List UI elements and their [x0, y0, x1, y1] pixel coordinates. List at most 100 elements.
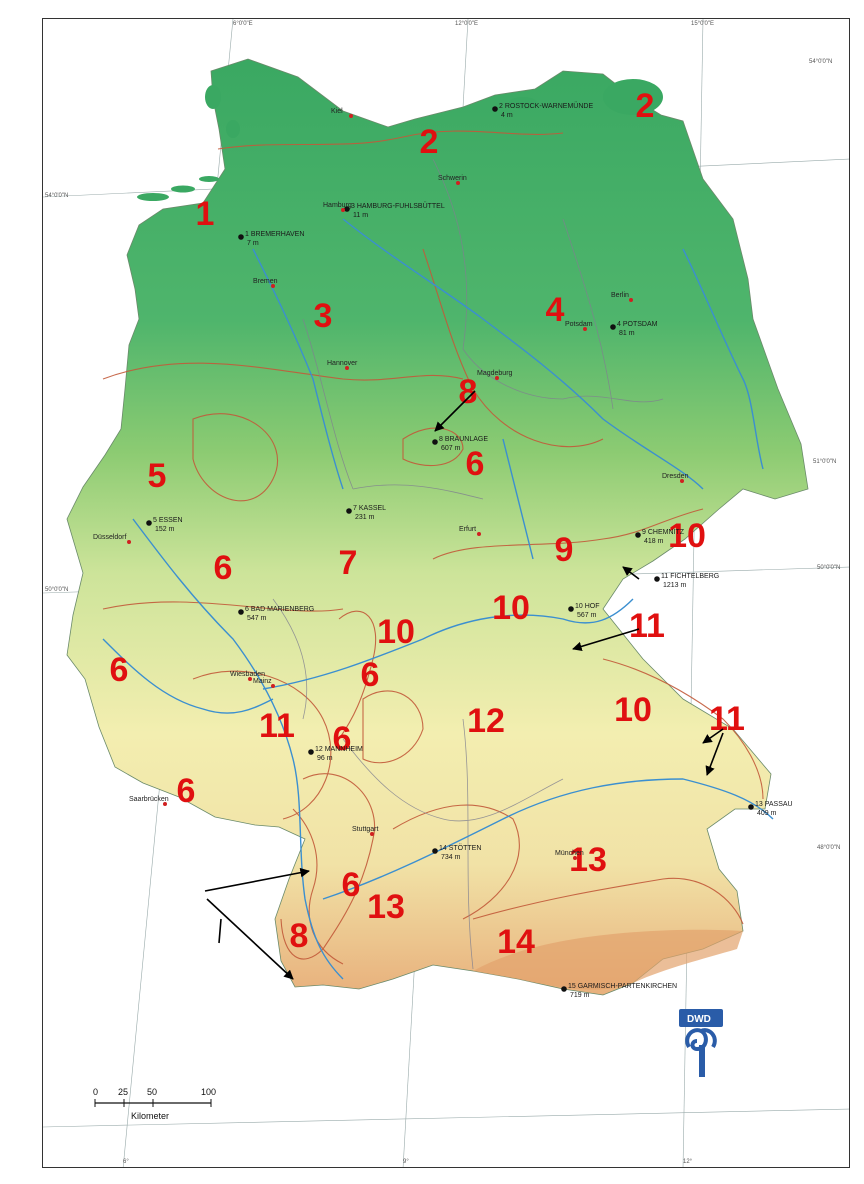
station-13: 13 PASSAU 409 m: [748, 801, 793, 817]
station-name: 4 POTSDAM: [617, 321, 658, 328]
scale-tick-100: 100: [201, 1087, 216, 1097]
city-marker: [271, 684, 275, 688]
city-label: Wiesbaden: [230, 671, 265, 678]
station-elevation: 547 m: [247, 615, 267, 622]
city-marker: [456, 181, 460, 185]
station-marker: [492, 106, 498, 112]
city-hamburg: Hamburg: [323, 202, 352, 212]
station-3: 3 HAMBURG-FUHLSBÜTTEL 11 m: [344, 202, 445, 219]
station-11: 11 FICHTELBERG 1213 m: [654, 573, 719, 589]
region-number-14: 14: [497, 923, 535, 961]
alpine-relief: [473, 929, 743, 990]
coord-right-2: 51°0'0"N: [813, 459, 837, 465]
city-schwerin: Schwerin: [438, 175, 467, 185]
station-marker: [610, 324, 616, 330]
state-borders: [272, 158, 664, 970]
city-marker: [248, 677, 252, 681]
station-name: 5 ESSEN: [153, 517, 183, 524]
station-elevation: 7 m: [247, 240, 259, 247]
city-label: Mainz: [253, 678, 272, 685]
station-elevation: 81 m: [619, 330, 635, 337]
station-name: 3 HAMBURG-FUHLSBÜTTEL: [351, 202, 445, 210]
region-number-2: 2: [420, 123, 439, 161]
river-weser: [252, 248, 344, 490]
station-marker: [308, 749, 314, 755]
city-mainz: Mainz: [253, 678, 275, 688]
coord-right-1: 54°0'0"N: [809, 59, 833, 65]
region-number-11: 11: [709, 700, 745, 738]
city-marker: [345, 366, 349, 370]
station-elevation: 1213 m: [663, 582, 687, 589]
cities: Kiel Schwerin Hamburg Bremen Hannover Magdebu…: [93, 108, 689, 860]
region-number-6: 6: [110, 651, 129, 689]
city-label: Stuttgart: [352, 826, 379, 833]
station-7: 7 KASSEL 231 m: [346, 505, 386, 521]
station-elevation: 231 m: [355, 514, 375, 521]
region-number-6: 6: [466, 445, 485, 483]
station-name: 15 GARMISCH-PARTENKIRCHEN: [568, 983, 677, 990]
city-dresden: Dresden: [662, 473, 689, 483]
city-marker: [583, 327, 587, 331]
station-name: 9 CHEMNITZ: [642, 529, 685, 536]
city-marker: [573, 856, 577, 860]
station-12: 12 MANNHEIM 96 m: [308, 746, 363, 762]
region-number-8: 8: [290, 917, 309, 955]
coord-top-1: 6°0'0"E: [233, 21, 253, 27]
station-name: 12 MANNHEIM: [315, 746, 363, 753]
station-elevation: 607 m: [441, 445, 461, 452]
city-berlin: Berlin: [611, 292, 633, 302]
station-elevation: 409 m: [757, 810, 777, 817]
map-frame: 1 2 2 3 4 5 6 6 6 6 6 6 6 7 8 8 9 10 10 10 10 11 11 11 12 13 13 14 1…: [42, 18, 850, 1168]
station-4: 4 POTSDAM 81 m: [610, 321, 658, 337]
station-elevation: 96 m: [317, 755, 333, 762]
station-name: 11 FICHTELBERG: [661, 573, 719, 580]
station-marker: [561, 986, 567, 992]
region-number-6: 6: [342, 866, 361, 904]
station-name: 7 KASSEL: [353, 505, 386, 512]
city-marker: [163, 802, 167, 806]
coord-top-3: 15°0'0"E: [691, 21, 715, 27]
city-marker: [477, 532, 481, 536]
city-magdeburg: Magdeburg: [477, 370, 513, 380]
station-14: 14 STÖTTEN 734 m: [432, 844, 481, 861]
region-number-6: 6: [177, 772, 196, 810]
region-number-8: 8: [459, 373, 478, 411]
river-saale: [502, 438, 534, 560]
city-label: Hannover: [327, 360, 358, 367]
river-donau: [322, 778, 774, 900]
region-number-13: 13: [367, 888, 405, 926]
city-bremen: Bremen: [253, 278, 278, 288]
region-number-10: 10: [668, 517, 706, 555]
region-number-7: 7: [339, 544, 358, 582]
region-number-6: 6: [361, 656, 380, 694]
station-elevation: 734 m: [441, 854, 461, 861]
scale-bar: 0 25 50 100 Kilometer: [93, 1087, 216, 1121]
station-elevation: 719 m: [570, 992, 590, 999]
city-stuttgart: Stuttgart: [352, 826, 379, 836]
river-elbe: [342, 218, 704, 490]
city-wiesbaden: Wiesbaden: [230, 671, 265, 681]
city-label: Dresden: [662, 473, 689, 480]
station-elevation: 418 m: [644, 538, 664, 545]
station-marker: [654, 576, 660, 582]
region-number-12: 12: [467, 702, 505, 740]
dwd-logo: DWD: [679, 1009, 723, 1077]
river-mosel: [102, 638, 274, 714]
station-elevation: 11 m: [353, 212, 368, 219]
station-10: 10 HOF 567 m: [568, 603, 600, 619]
region-number-10: 10: [492, 589, 530, 627]
city-marker: [341, 208, 345, 212]
city-label: Saarbrücken: [129, 796, 169, 803]
city-erfurt: Erfurt: [459, 526, 481, 536]
city-marker: [349, 114, 353, 118]
city-label: Erfurt: [459, 526, 476, 533]
region-number-9: 9: [555, 531, 574, 569]
station-name: 8 BRAUNLAGE: [439, 436, 488, 443]
city-münchen: München: [555, 850, 584, 860]
station-name: 1 BREMERHAVEN: [245, 231, 304, 238]
station-name: 10 HOF: [575, 603, 600, 610]
region-number-13: 13: [569, 841, 607, 879]
station-elevation: 567 m: [577, 612, 597, 619]
region-number-6: 6: [214, 549, 233, 587]
scale-tick-0: 0: [93, 1087, 98, 1097]
